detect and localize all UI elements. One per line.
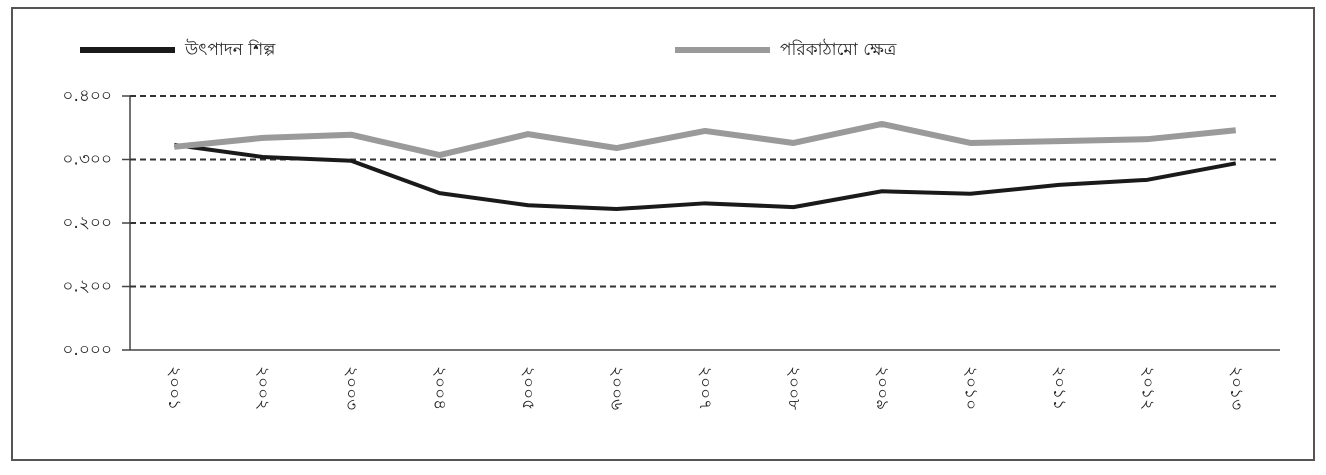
x-tick-label: ২০০১ <box>164 366 184 410</box>
x-tick-label: ২০০৬ <box>607 366 627 410</box>
legend-label: উৎপাদন শিল্প <box>184 39 276 60</box>
y-tick-label: ০.২০০ <box>62 277 112 297</box>
legend-label: পরিকাঠামো ক্ষেত্র <box>780 39 897 60</box>
frame <box>11 7 1315 461</box>
x-tick-label: ২০১১ <box>1049 366 1069 410</box>
x-tick-label: ২০০৫ <box>518 366 538 410</box>
x-tick-label: ২০০৯ <box>872 366 892 410</box>
x-tick-label: ২০০৪ <box>430 366 450 410</box>
y-tick-label: ০.২০০ <box>62 213 112 233</box>
x-tick-label: ২০১৩ <box>1226 366 1246 410</box>
x-tick-label: ২০০৩ <box>341 366 361 410</box>
x-tick-label: ২০০৭ <box>695 366 715 410</box>
y-tick-label: ০.০০০ <box>62 340 112 360</box>
line-series <box>173 142 1237 212</box>
y-tick-label: ০.৪০০ <box>62 86 112 106</box>
x-tick-label: ২০০২ <box>253 366 273 410</box>
x-tick-label: ২০০৮ <box>783 366 803 410</box>
x-tick-label: ২০১০ <box>960 366 980 410</box>
line-series <box>173 120 1237 159</box>
x-tick-label: ২০১২ <box>1137 366 1157 410</box>
y-tick-label: ০.৩০০ <box>62 150 112 170</box>
